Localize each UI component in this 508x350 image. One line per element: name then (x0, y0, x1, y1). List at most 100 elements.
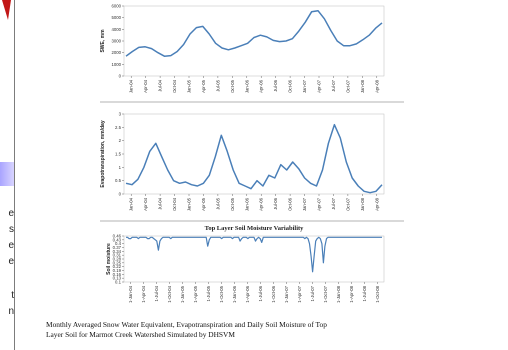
x-tick-label: Oct-06 (288, 197, 293, 211)
x-tick-label: Jul-04 (158, 197, 163, 209)
x-tick-label: Jan-08 (360, 79, 365, 93)
x-tick-label: Jan-05 (187, 79, 192, 93)
y-tick-label: 0.31 (113, 253, 122, 258)
figure-caption: Monthly Averaged Snow Water Equivalent, … (46, 320, 506, 340)
red-accent-icon (2, 0, 11, 20)
x-tick-label: Jul-05 (215, 197, 220, 209)
x-tick-label: Jan-05 (187, 197, 192, 211)
x-tick-label: 1-Oct-06 (271, 285, 276, 302)
chart-panel-1: 0 1000 2000 3000 4000 5000 6000 Jan-04 Apr-04 Jul… (100, 4, 385, 93)
side-text-fragment: n (8, 306, 14, 317)
plot-area (123, 235, 385, 283)
y-tick-label: 0.34 (113, 249, 122, 254)
x-tick-label: Jan-08 (360, 197, 365, 211)
y-tick-label: 0.1 (115, 280, 122, 285)
x-tick-label: Oct-07 (345, 197, 350, 211)
caption-line-2: Layer Soil for Marmot Creek Watershed Si… (46, 330, 235, 339)
y-tick-label: 0.28 (113, 257, 122, 262)
y-tick-label: 1 (119, 165, 122, 170)
x-tick-label: 1-Oct-05 (219, 285, 224, 302)
x-tick-label: Jul-07 (331, 197, 336, 209)
x-tick-label: Apr-04 (143, 197, 148, 211)
x-tick-label: Oct-05 (230, 79, 235, 93)
y-tick-label: 0.22 (113, 264, 122, 269)
y-tick-label: 1.5 (115, 152, 122, 157)
y-tick-label: 0.43 (113, 237, 122, 242)
y-tick-label: 4000 (111, 27, 121, 32)
x-tick-label: Apr-04 (143, 79, 148, 93)
x-tick-label: Jul-06 (273, 79, 278, 91)
figure-charts: 0 1000 2000 3000 4000 5000 6000 Jan-04 Apr-04 Jul… (100, 4, 404, 303)
x-tick-label: Jul-05 (215, 79, 220, 91)
y-tick-label: 0.46 (113, 234, 122, 239)
plot-area (123, 5, 385, 77)
x-tick-label: 1-Oct-04 (167, 285, 172, 302)
x-tick-label: Jul-04 (158, 79, 163, 91)
y-tick-label: 0.4 (115, 241, 122, 246)
side-text-fragment: e (8, 208, 14, 219)
slide-left-edge: e s e e t n (0, 0, 15, 350)
x-tick-label: Apr-06 (259, 79, 264, 93)
x-tick-label: Apr-07 (317, 197, 322, 211)
x-tick-label: 1-Oct-08 (375, 285, 380, 302)
x-tick-label: 1-Apr-06 (245, 285, 250, 302)
side-text-fragment: s (9, 224, 14, 235)
x-tick-label: 1-Apr-07 (297, 285, 302, 302)
x-tick-label: 1-Apr-08 (349, 285, 354, 302)
x-tick-label: 1-Jul-06 (258, 285, 263, 301)
x-tick-label: 1-Apr-05 (193, 285, 198, 302)
series-line-1 (126, 236, 382, 273)
side-text-fragment: t (11, 290, 14, 301)
x-tick-label: 1-Jan-08 (336, 285, 341, 303)
y-tick-label: 0.37 (113, 245, 122, 250)
y-tick-label: 3000 (111, 39, 121, 44)
y-tick-label: 0.25 (113, 260, 122, 265)
x-tick-label: Apr-07 (317, 79, 322, 93)
x-tick-label: Apr-08 (374, 79, 379, 93)
x-tick-label: Jan-04 (129, 79, 134, 93)
series-line-1 (125, 123, 383, 194)
y-tick-label: 2000 (111, 50, 121, 55)
x-tick-label: Jan-07 (302, 79, 307, 93)
y-tick-label: 2 (119, 138, 122, 143)
y-tick-label: 5000 (111, 15, 121, 20)
x-tick-label: 1-Oct-07 (323, 285, 328, 302)
x-tick-label: 1-Jul-05 (206, 285, 211, 301)
x-tick-label: Oct-07 (345, 79, 350, 93)
x-tick-label: Oct-04 (172, 197, 177, 211)
x-tick-label: 1-Jul-07 (310, 285, 315, 301)
series-line-1 (125, 9, 383, 57)
x-tick-label: Jan-06 (244, 79, 249, 93)
y-tick-label: 2.5 (115, 125, 122, 130)
x-tick-label: 1-Jul-04 (154, 285, 159, 301)
y-axis-label: Evapotranspiration, mm/day (100, 120, 106, 187)
chart-title: Top Layer Soil Moisture Variability (205, 225, 305, 232)
x-tick-label: Apr-05 (201, 79, 206, 93)
x-tick-label: Jan-04 (129, 197, 134, 211)
y-tick-label: 0 (119, 74, 122, 79)
y-tick-label: 0.13 (113, 276, 122, 281)
x-tick-label: 1-Jan-05 (180, 285, 185, 303)
y-tick-label: 0.19 (113, 268, 122, 273)
y-axis-label: SWE, mm (100, 29, 106, 53)
y-tick-label: 6000 (111, 4, 121, 9)
x-tick-label: Oct-05 (230, 197, 235, 211)
y-tick-label: 3 (119, 112, 122, 117)
x-tick-label: Apr-05 (201, 197, 206, 211)
x-tick-label: 1-Jan-07 (284, 285, 289, 303)
y-tick-label: 0.5 (115, 178, 122, 183)
x-tick-label: Apr-06 (259, 197, 264, 211)
side-text-fragment: e (8, 240, 14, 251)
x-tick-label: 1-Jan-06 (232, 285, 237, 303)
y-tick-label: 0.16 (113, 272, 122, 277)
x-tick-label: 1-Apr-04 (141, 285, 146, 302)
x-tick-label: Jan-06 (244, 197, 249, 211)
chart-panel-3: 0.10.130.160.190.220.250.280.310.340.370… (106, 225, 385, 303)
edge-highlight (0, 162, 14, 186)
y-tick-label: 0 (119, 192, 122, 197)
x-tick-label: 1-Jan-04 (128, 285, 133, 303)
x-tick-label: Jul-06 (273, 197, 278, 209)
x-tick-label: Apr-08 (374, 197, 379, 211)
side-text-fragment: e (8, 256, 14, 267)
x-tick-label: 1-Jul-08 (362, 285, 367, 301)
